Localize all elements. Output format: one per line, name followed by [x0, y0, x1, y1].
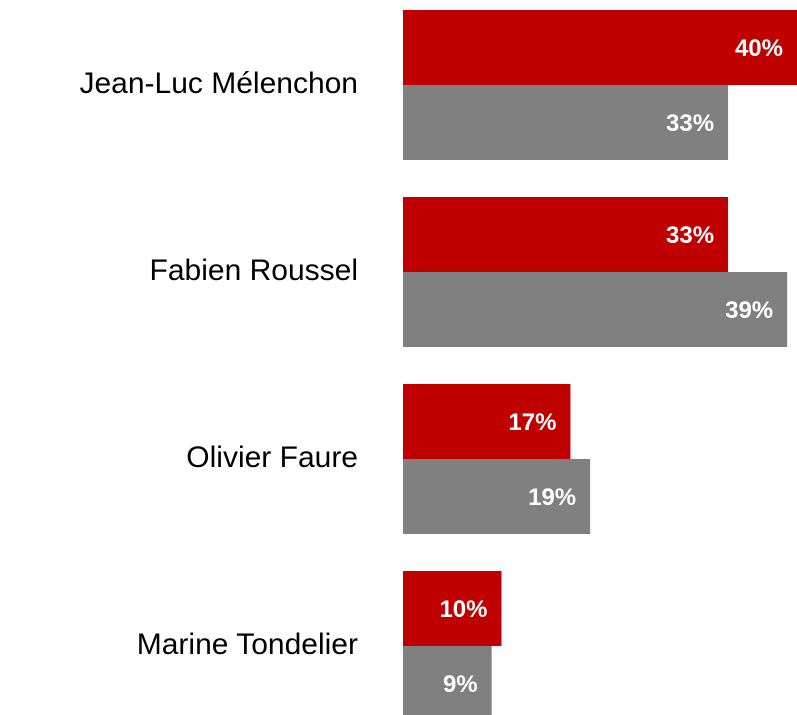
value-label: 9%	[443, 671, 478, 698]
value-label: 17%	[508, 409, 556, 436]
bar	[403, 646, 492, 715]
bar	[403, 197, 729, 272]
category-label: Marine Tondelier	[137, 628, 358, 661]
bar	[403, 10, 797, 85]
category-label: Olivier Faure	[186, 441, 358, 474]
value-label: 40%	[735, 35, 783, 62]
bar	[403, 384, 571, 459]
bar	[403, 85, 729, 160]
bar	[403, 459, 591, 534]
category-label: Fabien Roussel	[150, 254, 358, 287]
bar	[403, 571, 502, 646]
value-label: 39%	[725, 297, 773, 324]
bar	[403, 272, 788, 347]
value-label: 19%	[528, 484, 576, 511]
value-label: 33%	[666, 110, 714, 137]
category-label: Jean-Luc Mélenchon	[79, 67, 358, 100]
value-label: 33%	[666, 222, 714, 249]
value-label: 10%	[439, 596, 487, 623]
